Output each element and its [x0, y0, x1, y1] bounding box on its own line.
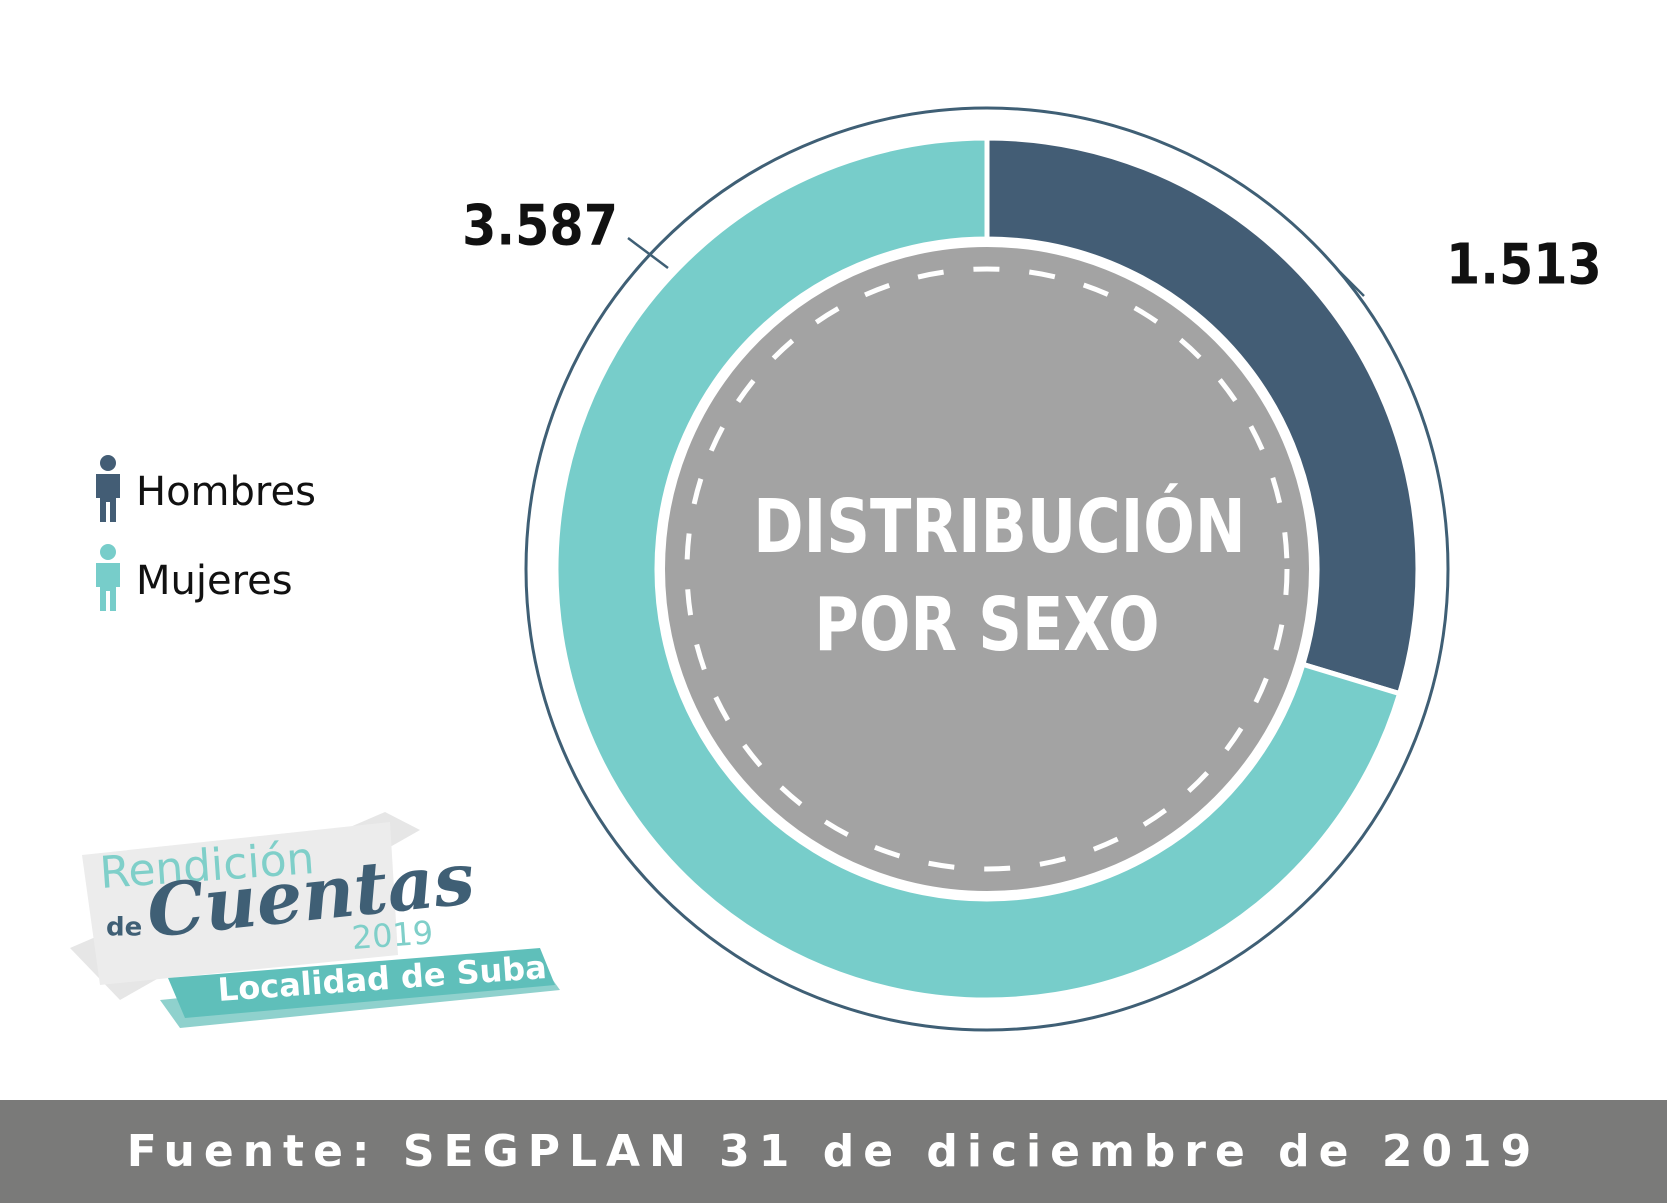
- dashed-ring: [684, 266, 1290, 872]
- center-disc: [661, 243, 1313, 895]
- value-label: 3.587: [462, 194, 618, 259]
- source: Fuente: SEGPLAN 31 de diciembre de 2019: [126, 1126, 1541, 1177]
- leader-line: [627, 237, 669, 269]
- donut-segment: [553, 135, 1403, 1003]
- logo: Rendición de Cuentas 2019 Localidad de S…: [70, 812, 560, 1028]
- logo-band: [168, 948, 555, 1018]
- donut-segment: [984, 135, 1421, 697]
- value-label: 1.513: [1446, 233, 1602, 298]
- legend-label: Hombres: [136, 469, 316, 515]
- legend-icon-body: [96, 474, 120, 522]
- logo-text: 2019: [351, 913, 435, 957]
- legend-icon-body: [96, 563, 120, 611]
- logo-card: [82, 822, 398, 985]
- logo-text: de: [106, 913, 142, 943]
- chart-title: DISTRIBUCIÓN POR SEXO: [753, 484, 1246, 668]
- legend-icon-head: [100, 455, 116, 471]
- legend-icon-head: [100, 544, 116, 560]
- leader-line: [1339, 271, 1365, 297]
- legend-label: Mujeres: [136, 558, 293, 604]
- outer-ring: [524, 106, 1450, 1032]
- footer: Fuente: SEGPLAN 31 de diciembre de 2019: [0, 1100, 1667, 1203]
- chart: Rendición de Cuentas 2019 Localidad de S…: [70, 106, 1602, 1032]
